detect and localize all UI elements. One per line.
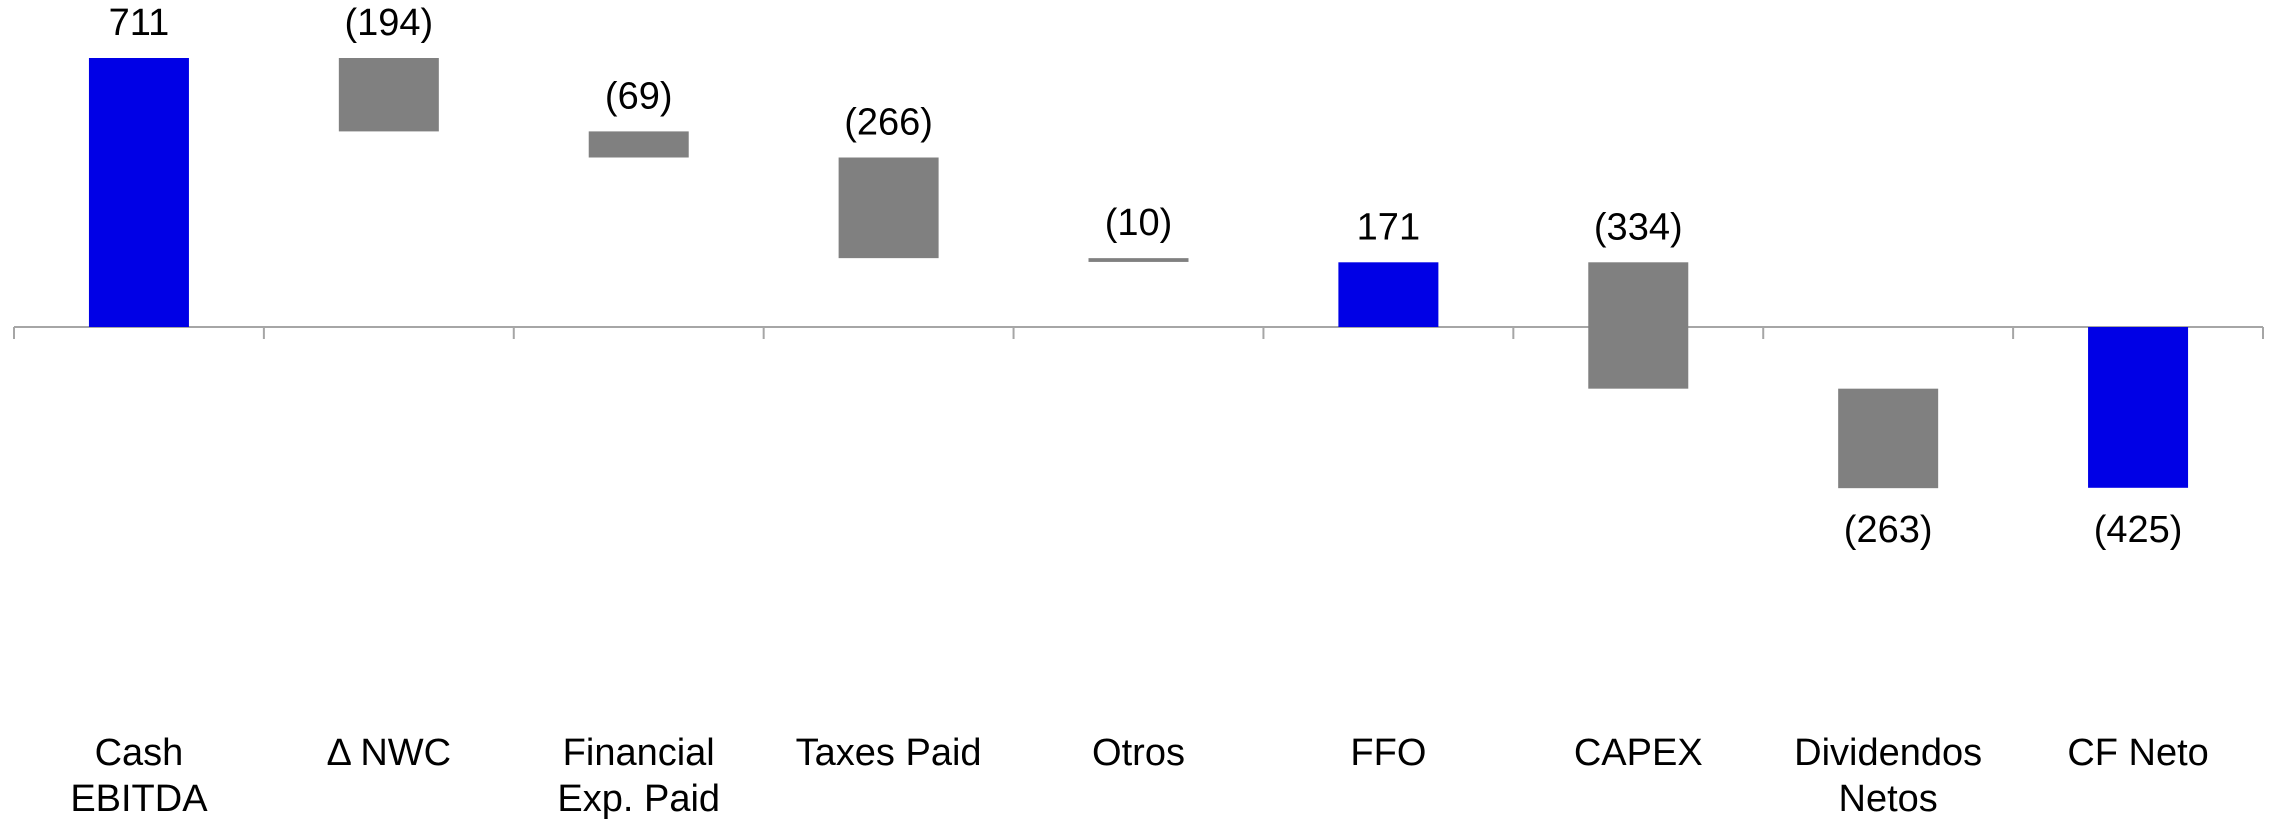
- x-tick-label: FFO: [1350, 732, 1426, 774]
- value-label: 171: [1357, 206, 1420, 248]
- value-label: 711: [109, 2, 170, 44]
- x-tick-label: Δ NWC: [327, 732, 452, 774]
- x-tick-label: Dividendos Netos: [1794, 732, 1982, 820]
- x-tick-label: Cash EBITDA: [70, 732, 208, 820]
- bar: [2088, 327, 2189, 488]
- bar: [1588, 262, 1689, 389]
- x-tick-label: Otros: [1092, 732, 1185, 774]
- bar: [1088, 258, 1189, 262]
- bar: [338, 58, 439, 132]
- value-label: (334): [1594, 206, 1683, 248]
- value-label: (10): [1105, 202, 1173, 244]
- value-label: (425): [2094, 509, 2183, 551]
- x-tick-label: Financial Exp. Paid: [557, 732, 720, 820]
- bar: [1338, 262, 1439, 327]
- value-label: (194): [344, 2, 433, 44]
- x-tick-label: Taxes Paid: [796, 732, 982, 774]
- bar: [1838, 388, 1939, 489]
- value-label: (69): [605, 75, 673, 117]
- x-tick-label: CAPEX: [1574, 732, 1703, 774]
- bar: [88, 58, 189, 327]
- value-label: (263): [1844, 509, 1933, 551]
- value-label: (266): [844, 102, 933, 144]
- bar: [588, 131, 689, 158]
- x-tick-label: CF Neto: [2067, 732, 2208, 774]
- bar: [838, 157, 939, 259]
